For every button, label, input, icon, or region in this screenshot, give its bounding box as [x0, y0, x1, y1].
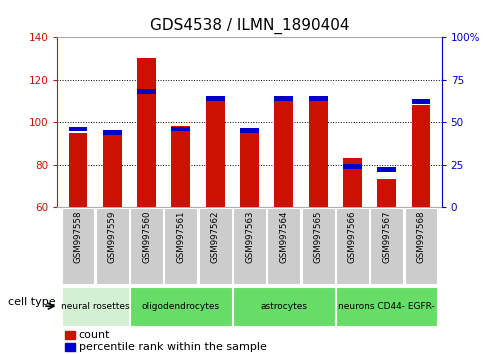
- Text: count: count: [78, 330, 110, 339]
- Bar: [68, 133, 87, 207]
- Bar: [65, 331, 75, 338]
- Bar: [137, 89, 156, 94]
- Bar: [206, 96, 225, 101]
- Bar: [68, 127, 87, 131]
- Text: GSM997567: GSM997567: [382, 210, 391, 263]
- Bar: [412, 105, 431, 207]
- Bar: [301, 208, 335, 284]
- Text: percentile rank within the sample: percentile rank within the sample: [78, 342, 266, 352]
- Bar: [61, 208, 94, 284]
- Bar: [103, 130, 122, 135]
- Bar: [336, 208, 369, 284]
- Bar: [233, 287, 335, 326]
- Text: GSM997566: GSM997566: [348, 210, 357, 263]
- Text: astrocytes: astrocytes: [260, 302, 307, 311]
- Text: neurons CD44- EGFR-: neurons CD44- EGFR-: [338, 302, 435, 311]
- Bar: [199, 208, 232, 284]
- Bar: [412, 99, 431, 104]
- Bar: [164, 208, 197, 284]
- Bar: [130, 208, 163, 284]
- Bar: [370, 208, 403, 284]
- Bar: [130, 287, 232, 326]
- Text: GSM997562: GSM997562: [211, 210, 220, 263]
- Bar: [343, 164, 362, 169]
- Bar: [172, 127, 190, 131]
- Bar: [240, 131, 259, 207]
- Text: GSM997558: GSM997558: [73, 210, 82, 263]
- Text: GSM997568: GSM997568: [417, 210, 426, 263]
- Bar: [274, 99, 293, 207]
- Text: GSM997559: GSM997559: [108, 210, 117, 263]
- Bar: [405, 208, 438, 284]
- Bar: [240, 128, 259, 133]
- Text: GSM997561: GSM997561: [176, 210, 186, 263]
- Bar: [65, 343, 75, 351]
- Bar: [309, 101, 327, 207]
- Text: GSM997564: GSM997564: [279, 210, 288, 263]
- Text: oligodendrocytes: oligodendrocytes: [142, 302, 220, 311]
- Bar: [172, 126, 190, 207]
- Bar: [274, 96, 293, 101]
- Bar: [267, 208, 300, 284]
- Text: neural rosettes: neural rosettes: [61, 302, 129, 311]
- Bar: [336, 287, 438, 326]
- Title: GDS4538 / ILMN_1890404: GDS4538 / ILMN_1890404: [150, 18, 349, 34]
- Text: GSM997560: GSM997560: [142, 210, 151, 263]
- Bar: [61, 287, 129, 326]
- Bar: [343, 158, 362, 207]
- Text: cell type: cell type: [8, 297, 55, 307]
- Bar: [96, 208, 129, 284]
- Bar: [206, 99, 225, 207]
- Bar: [137, 58, 156, 207]
- Bar: [377, 167, 396, 172]
- Bar: [377, 179, 396, 207]
- Bar: [233, 208, 266, 284]
- Bar: [309, 96, 327, 101]
- Bar: [103, 135, 122, 207]
- Text: GSM997565: GSM997565: [313, 210, 323, 263]
- Text: GSM997563: GSM997563: [245, 210, 254, 263]
